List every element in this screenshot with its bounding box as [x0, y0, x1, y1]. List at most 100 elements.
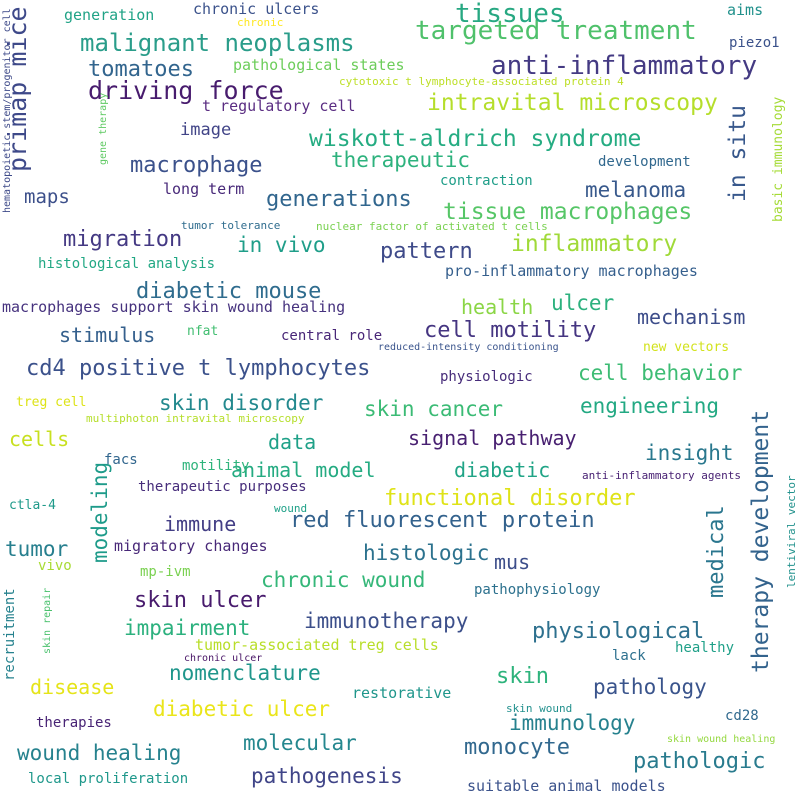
word: lack — [612, 648, 646, 664]
word: central role — [281, 328, 383, 344]
word: immune — [164, 512, 237, 536]
word: pathophysiology — [474, 582, 601, 598]
word: therapies — [36, 715, 112, 731]
word: skin wound healing — [667, 734, 776, 745]
word: motility — [182, 458, 250, 474]
word: healthy — [675, 640, 735, 656]
word: health — [461, 295, 534, 319]
word: wound healing — [17, 741, 182, 765]
word: restorative — [352, 684, 452, 702]
word: targeted treatment — [415, 16, 697, 46]
word: contraction — [440, 173, 533, 189]
word: histological analysis — [38, 256, 216, 272]
word: immunotherapy — [304, 609, 469, 633]
word: diabetic mouse — [136, 279, 322, 304]
word: tomatoes — [88, 57, 194, 82]
word: pattern — [380, 239, 473, 264]
word: inflammatory — [511, 231, 678, 257]
word: nuclear factor of activated t cells — [316, 220, 548, 233]
word: skin repair — [42, 588, 53, 655]
word: pathogenesis — [251, 764, 403, 788]
word: insight — [645, 441, 734, 465]
word: diabetic ulcer — [153, 697, 331, 721]
word: lentiviral vector — [785, 475, 798, 588]
word: signal pathway — [408, 426, 577, 450]
word: cells — [9, 427, 70, 451]
word: cytotoxic t lymphocyte-associated protei… — [339, 75, 624, 88]
word: recruitment — [2, 588, 18, 681]
word: melanoma — [585, 178, 687, 202]
word: malignant neoplasms — [80, 29, 355, 57]
word: macrophages support skin wound healing — [2, 298, 346, 316]
word: migratory changes — [114, 537, 268, 555]
word: new vectors — [643, 340, 730, 355]
word: ulcer — [551, 291, 615, 315]
word: in situ — [725, 105, 751, 202]
word: anti-inflammatory agents — [582, 469, 741, 482]
word: therapeutic purposes — [138, 479, 307, 495]
word: suitable animal models — [467, 777, 666, 795]
word: intravital microscopy — [427, 90, 718, 116]
word: chronic — [237, 16, 284, 29]
word: tumor-associated treg cells — [195, 636, 439, 654]
word: ctla-4 — [9, 498, 56, 513]
word: skin cancer — [364, 397, 504, 421]
word: engineering — [580, 394, 720, 418]
word: macrophage — [130, 153, 263, 178]
word: histologic — [363, 541, 490, 565]
word: medical — [704, 505, 729, 598]
word: physiologic — [440, 369, 533, 385]
word: skin disorder — [159, 391, 324, 415]
word: pathologic — [633, 749, 766, 774]
word: tumor tolerance — [181, 219, 281, 232]
word: driving force — [88, 76, 284, 105]
word: nfat — [187, 324, 219, 339]
word: cd4 positive t lymphocytes — [26, 356, 371, 381]
word: treg cell — [16, 395, 87, 410]
word: molecular — [243, 731, 357, 755]
word: impairment — [124, 616, 251, 640]
word: skin ulcer — [134, 588, 267, 613]
word: t regulatory cell — [202, 97, 356, 115]
word: therapeutic — [331, 148, 471, 172]
word: skin wound — [506, 702, 573, 715]
word: image — [180, 120, 232, 140]
word: tumor — [5, 537, 69, 561]
word: cell motility — [424, 318, 597, 343]
word: aims — [727, 1, 764, 19]
word: maps — [24, 186, 70, 208]
word: vivo — [38, 558, 72, 574]
word: functional disorder — [384, 486, 636, 511]
word: data — [268, 430, 317, 454]
word: chronic ulcer — [184, 653, 263, 664]
word: animal model — [231, 458, 376, 482]
word: tissue macrophages — [443, 199, 693, 225]
word: disease — [30, 675, 115, 699]
word: in vivo — [237, 233, 326, 257]
word: generations — [266, 187, 412, 212]
word: wound — [274, 502, 308, 515]
word: multiphoton intravital microscopy — [86, 412, 305, 425]
word: nomenclature — [169, 661, 321, 685]
word: pathological states — [233, 56, 405, 74]
word: pathology — [593, 675, 707, 699]
word: hematopoietic stem/progenitor cell — [2, 8, 13, 213]
word: diabetic — [454, 458, 551, 482]
word: red fluorescent protein — [290, 508, 595, 533]
word: cell behavior — [578, 361, 743, 385]
word: long term — [163, 180, 245, 198]
word: facs — [104, 452, 138, 468]
word: gene therapy — [98, 93, 109, 166]
word: mus — [494, 550, 531, 574]
word: migration — [63, 227, 183, 252]
word: mechanism — [637, 305, 746, 329]
word: piezo1 — [729, 35, 780, 51]
word: modeling — [88, 462, 112, 564]
word: chronic wound — [261, 568, 426, 592]
word: monocyte — [464, 735, 570, 760]
word: chronic ulcers — [193, 0, 320, 18]
word: skin — [496, 664, 549, 689]
word: stimulus — [59, 323, 156, 347]
word: anti-inflammatory — [491, 51, 758, 81]
